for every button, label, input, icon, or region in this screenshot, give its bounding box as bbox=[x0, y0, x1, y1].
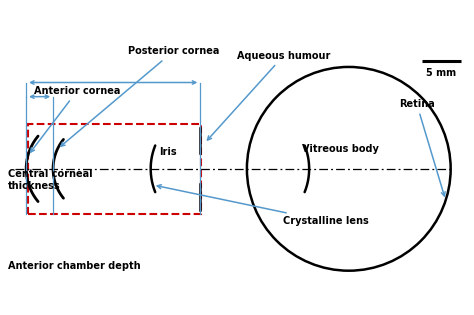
Text: Anterior chamber depth: Anterior chamber depth bbox=[8, 261, 140, 272]
Text: Central corneal
thickness: Central corneal thickness bbox=[8, 169, 92, 191]
Text: Retina: Retina bbox=[399, 99, 445, 196]
Text: Anterior cornea: Anterior cornea bbox=[31, 86, 120, 152]
Bar bbox=[27, 123, 201, 214]
Text: Crystalline lens: Crystalline lens bbox=[157, 185, 369, 226]
Text: Vitreous body: Vitreous body bbox=[302, 144, 379, 154]
Text: 5 mm: 5 mm bbox=[427, 68, 456, 78]
Text: Posterior cornea: Posterior cornea bbox=[61, 46, 219, 146]
Text: Aqueous humour: Aqueous humour bbox=[208, 51, 330, 140]
Text: Iris: Iris bbox=[159, 147, 177, 158]
